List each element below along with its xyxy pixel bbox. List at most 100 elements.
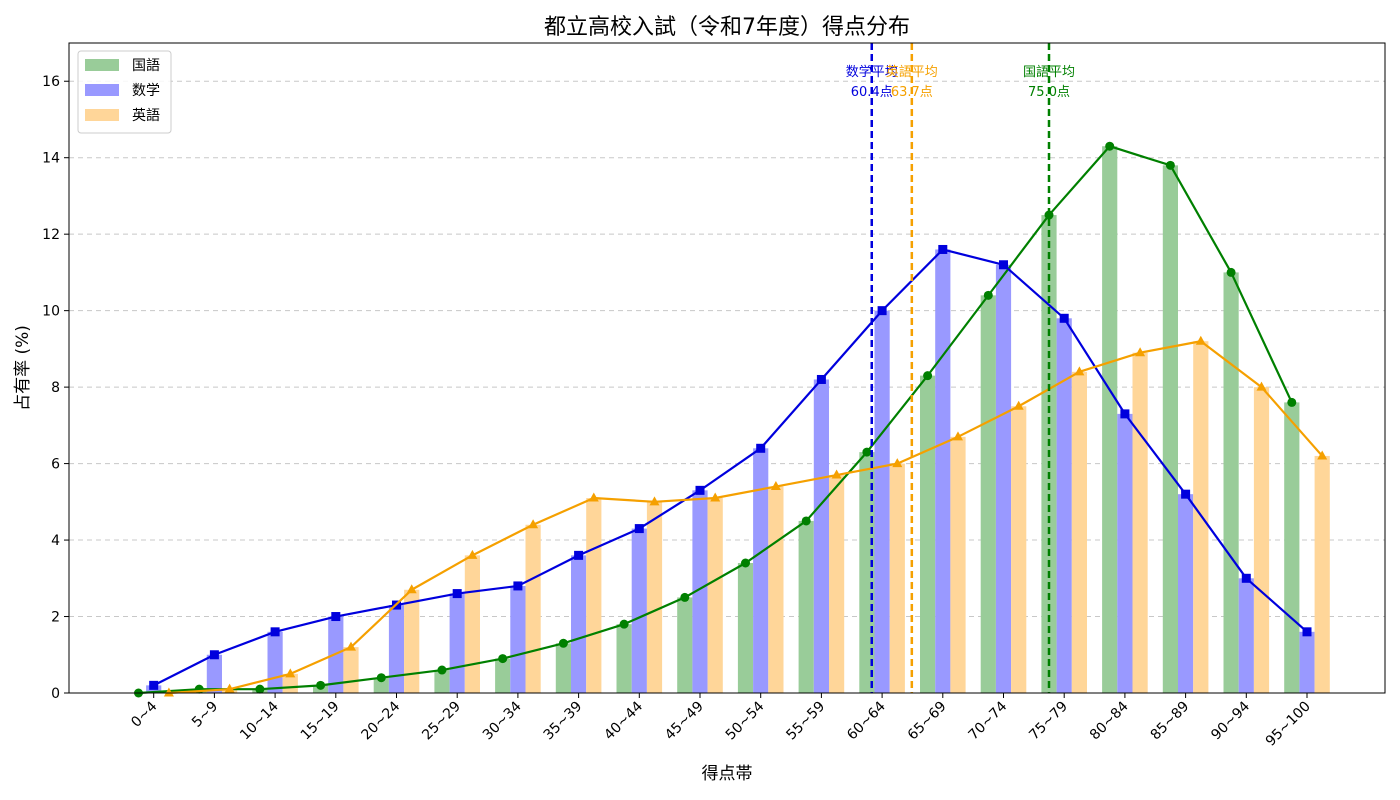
point bbox=[149, 680, 159, 690]
point bbox=[1059, 313, 1069, 323]
bar bbox=[980, 295, 996, 693]
point bbox=[634, 524, 644, 534]
point bbox=[1256, 381, 1267, 391]
x-tick-label: 40~44 bbox=[601, 698, 646, 743]
bar bbox=[798, 520, 814, 693]
x-tick-label: 50~54 bbox=[723, 698, 768, 743]
bar bbox=[950, 436, 966, 693]
point bbox=[1195, 335, 1206, 345]
x-tick-label: 30~34 bbox=[480, 698, 525, 743]
x-tick-label: 95~100 bbox=[1263, 699, 1314, 750]
bar bbox=[692, 490, 708, 693]
x-tick-label: 55~59 bbox=[783, 699, 828, 744]
bar bbox=[1071, 371, 1087, 693]
bar bbox=[1299, 631, 1315, 693]
point bbox=[619, 619, 629, 629]
legend-swatch bbox=[85, 59, 119, 71]
x-tick-label: 25~29 bbox=[419, 699, 464, 744]
point bbox=[513, 581, 523, 591]
y-tick-label: 2 bbox=[51, 610, 60, 626]
point bbox=[983, 290, 993, 300]
point bbox=[163, 687, 174, 697]
y-tick-label: 0 bbox=[51, 686, 60, 702]
bar bbox=[464, 555, 480, 693]
x-axis-label: 得点帯 bbox=[702, 764, 753, 784]
bars bbox=[146, 146, 1330, 694]
point bbox=[892, 458, 903, 468]
point bbox=[467, 549, 478, 559]
average-value: 60.4点 bbox=[851, 85, 893, 100]
point bbox=[1135, 347, 1146, 357]
point bbox=[1287, 397, 1297, 407]
bar bbox=[889, 463, 905, 693]
point bbox=[816, 374, 826, 384]
point bbox=[255, 684, 265, 694]
bar bbox=[813, 379, 829, 693]
bar bbox=[206, 654, 222, 693]
legend-swatch bbox=[85, 84, 119, 96]
x-tick-label: 5~9 bbox=[189, 699, 221, 731]
bar bbox=[434, 670, 450, 693]
average-value: 75.0点 bbox=[1028, 85, 1070, 100]
point bbox=[574, 550, 584, 560]
bar bbox=[753, 448, 769, 693]
average-label: 英語平均 bbox=[886, 64, 938, 80]
y-tick-label: 12 bbox=[42, 227, 60, 243]
y-axis-label: 占有率 (%) bbox=[13, 325, 33, 411]
average-label: 国語平均 bbox=[1023, 64, 1075, 80]
grid bbox=[69, 80, 1385, 618]
x-tick-label: 35~39 bbox=[541, 699, 586, 744]
y-axis: 0 2 4 6 8 10 12 14 16 bbox=[42, 74, 69, 702]
x-tick-label: 75~79 bbox=[1026, 699, 1071, 744]
point bbox=[498, 654, 508, 664]
x-tick-label: 45~49 bbox=[662, 699, 707, 744]
bar bbox=[571, 555, 587, 693]
point bbox=[1120, 409, 1130, 419]
x-tick-label: 20~24 bbox=[359, 698, 404, 743]
x-tick-label: 60~64 bbox=[844, 698, 889, 743]
point bbox=[770, 481, 781, 491]
average-value: 63.7点 bbox=[891, 85, 933, 100]
point bbox=[1181, 489, 1191, 499]
x-tick-label: 65~69 bbox=[905, 699, 950, 744]
average-label: 数学平均 bbox=[846, 64, 898, 80]
x-tick-label: 70~74 bbox=[966, 698, 1011, 743]
point bbox=[1317, 450, 1328, 460]
bar bbox=[1132, 352, 1148, 693]
x-tick-label: 15~19 bbox=[298, 699, 343, 744]
bar bbox=[404, 589, 420, 693]
plot-frame bbox=[68, 42, 1386, 694]
y-tick-label: 8 bbox=[51, 380, 60, 396]
bar bbox=[631, 528, 647, 693]
legend-label: 国語 bbox=[132, 58, 160, 74]
point bbox=[528, 519, 539, 529]
bar bbox=[920, 375, 936, 693]
point bbox=[331, 612, 341, 622]
series-line bbox=[138, 145, 1293, 695]
point bbox=[801, 516, 811, 526]
point bbox=[406, 584, 417, 594]
x-tick-label: 80~84 bbox=[1087, 698, 1132, 743]
bar bbox=[616, 624, 632, 693]
bar bbox=[646, 501, 663, 693]
y-tick-label: 10 bbox=[42, 304, 60, 320]
x-tick-label: 90~94 bbox=[1208, 698, 1253, 743]
point bbox=[376, 673, 386, 683]
point bbox=[224, 683, 235, 693]
x-tick-label: 0~4 bbox=[128, 698, 160, 730]
legend-label: 英語 bbox=[132, 107, 160, 124]
point bbox=[452, 589, 462, 599]
bar bbox=[1284, 402, 1300, 693]
bar bbox=[1223, 272, 1239, 693]
point bbox=[346, 641, 356, 651]
point bbox=[316, 680, 326, 690]
y-tick-label: 14 bbox=[42, 151, 60, 167]
bar bbox=[495, 658, 511, 693]
point bbox=[831, 469, 842, 479]
point bbox=[877, 306, 887, 316]
bar bbox=[1102, 146, 1118, 693]
point bbox=[1302, 627, 1312, 637]
bar bbox=[388, 605, 405, 693]
point bbox=[1165, 160, 1175, 170]
